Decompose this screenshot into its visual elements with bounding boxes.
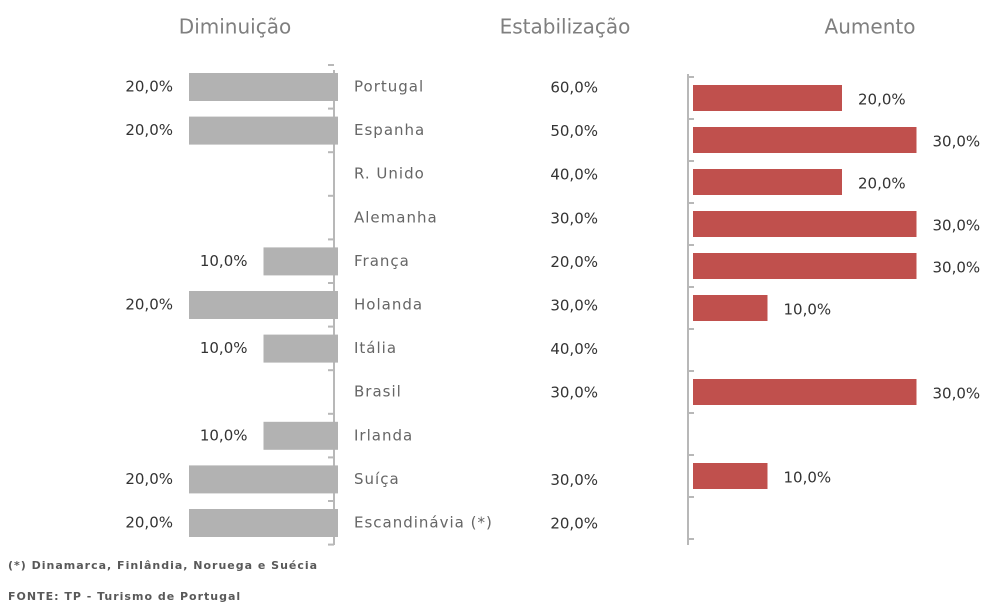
value-label: 10,0% xyxy=(784,469,832,487)
bar xyxy=(693,85,842,111)
bar xyxy=(693,253,917,279)
value-label: 30,0% xyxy=(550,384,598,402)
value-label: 10,0% xyxy=(200,252,248,270)
value-label: 50,0% xyxy=(550,122,598,140)
bar xyxy=(189,465,338,494)
bar xyxy=(189,116,338,145)
value-label: 20,0% xyxy=(550,253,598,271)
category-label: R. Unido xyxy=(354,165,425,183)
value-label: 10,0% xyxy=(784,301,832,319)
value-label: 20,0% xyxy=(125,470,173,488)
category-label: Portugal xyxy=(354,78,424,96)
footnote: (*) Dinamarca, Finlândia, Noruega e Suéc… xyxy=(8,559,318,572)
bar xyxy=(263,334,338,363)
bar xyxy=(693,169,842,195)
value-label: 40,0% xyxy=(550,166,598,184)
bar xyxy=(693,295,768,321)
value-label: 30,0% xyxy=(550,209,598,227)
header: Estabilização xyxy=(500,15,631,39)
category-label: Alemanha xyxy=(354,208,438,226)
value-label: 20,0% xyxy=(125,78,173,96)
value-label: 30,0% xyxy=(933,385,981,403)
category-label: França xyxy=(354,252,410,270)
value-label: 20,0% xyxy=(125,514,173,532)
bar xyxy=(693,211,917,237)
bar xyxy=(693,463,768,489)
source: FONTE: TP - Turismo de Portugal xyxy=(8,590,241,603)
category-label: Espanha xyxy=(354,121,425,139)
value-label: 20,0% xyxy=(125,296,173,314)
bar xyxy=(189,73,338,101)
value-label: 30,0% xyxy=(933,217,981,235)
category-label: Holanda xyxy=(354,296,423,314)
category-label: Suíça xyxy=(354,470,400,488)
value-label: 30,0% xyxy=(933,259,981,277)
value-label: 20,0% xyxy=(858,91,906,109)
value-label: 10,0% xyxy=(200,339,248,357)
bar xyxy=(693,379,917,405)
category-label: Irlanda xyxy=(354,426,413,444)
value-label: 30,0% xyxy=(550,297,598,315)
value-label: 10,0% xyxy=(200,426,248,444)
header: Diminuição xyxy=(179,15,291,39)
value-label: 30,0% xyxy=(550,471,598,489)
value-label: 20,0% xyxy=(858,175,906,193)
value-label: 60,0% xyxy=(550,79,598,97)
value-label: 40,0% xyxy=(550,340,598,358)
bar xyxy=(189,509,338,537)
bar xyxy=(189,291,338,319)
category-label: Brasil xyxy=(354,383,402,401)
value-label: 30,0% xyxy=(933,133,981,151)
bar xyxy=(263,421,338,450)
header: Aumento xyxy=(825,15,916,39)
category-label: Itália xyxy=(354,339,397,357)
bar xyxy=(693,127,917,153)
bar xyxy=(263,247,338,276)
category-label: Escandinávia (*) xyxy=(354,514,493,532)
value-label: 20,0% xyxy=(125,121,173,139)
value-label: 20,0% xyxy=(550,515,598,533)
